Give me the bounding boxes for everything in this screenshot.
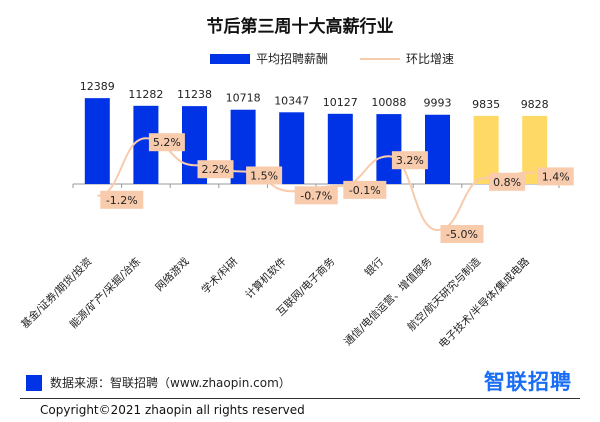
growth-label: 5.2% (153, 136, 181, 149)
legend-bar-label: 平均招聘薪酬 (256, 52, 329, 66)
bar (376, 114, 402, 184)
bar-value-label: 10088 (371, 96, 406, 109)
bar-value-label: 11238 (177, 88, 212, 101)
bar-value-label: 11282 (128, 88, 163, 101)
growth-label-box (391, 151, 428, 170)
bar-value-label: 10347 (274, 94, 309, 107)
chart-title: 节后第三周十大高薪行业 (206, 17, 394, 37)
bar-value-label: 9835 (472, 98, 500, 111)
growth-label-box (489, 172, 526, 191)
growth-label: -0.1% (349, 184, 381, 197)
growth-label-box (148, 133, 185, 152)
bar-value-label: 12389 (80, 80, 115, 93)
bar (84, 98, 110, 184)
plot-area: 12389 11282 11238 10718 10347 10127 10088 9993 9… (18, 80, 574, 351)
growth-label: 2.2% (202, 163, 230, 176)
category-label: 网络游戏 (153, 255, 192, 294)
category-label: 通信/电信运营、增值服务 (341, 255, 435, 349)
source-text: 数据来源：智联招聘（www.zhaopin.com） (50, 376, 291, 390)
legend-line-swatch (360, 57, 401, 60)
growth-label: 3.2% (396, 154, 424, 167)
category-label: 电子技术/半导体/集成电路 (436, 255, 532, 351)
growth-label: 1.5% (250, 170, 278, 183)
source-square-icon (26, 374, 42, 391)
bar (327, 113, 353, 184)
category-label: 学术/科研 (199, 255, 241, 297)
bar (473, 115, 499, 184)
category-label: 计算机软件 (243, 255, 289, 301)
growth-label: -1.2% (106, 194, 138, 207)
growth-label-box (343, 180, 387, 199)
zhaopin-logo: 智联招聘 (484, 370, 572, 394)
growth-label-box (294, 186, 338, 205)
growth-label: 1.4% (542, 170, 570, 183)
legend-line-label: 环比增速 (406, 52, 455, 66)
growth-label-box (246, 166, 283, 185)
divider (20, 398, 580, 399)
growth-label-box (100, 190, 144, 209)
growth-label: 0.8% (493, 176, 521, 189)
legend-bar-swatch (210, 53, 250, 64)
source-note: 数据来源：智联招聘（www.zhaopin.com） (26, 374, 291, 391)
bar-value-label: 9828 (521, 98, 549, 111)
growth-label: -0.7% (300, 189, 332, 202)
bar-value-label: 10127 (323, 96, 358, 109)
growth-label-box (197, 160, 234, 179)
bar (425, 114, 450, 184)
bar-value-label: 9993 (424, 97, 452, 110)
category-label: 银行 (362, 255, 386, 279)
legend: 平均招聘薪酬 环比增速 (210, 50, 454, 67)
bar-value-label: 10718 (226, 92, 261, 105)
copyright: Copyright©2021 zhaopin all rights reserv… (40, 403, 305, 417)
growth-label: -5.0% (446, 228, 478, 241)
growth-label-box (537, 167, 574, 186)
growth-label-box (440, 225, 484, 243)
bar (279, 112, 305, 184)
